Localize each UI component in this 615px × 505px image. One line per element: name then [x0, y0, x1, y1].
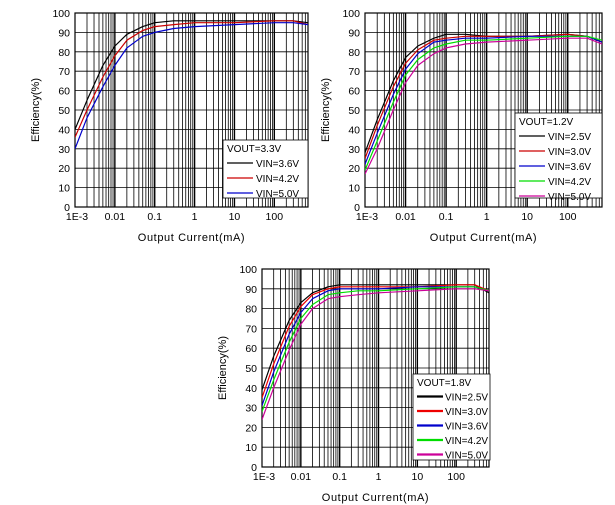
y-tick-label: 80 — [245, 304, 257, 316]
y-tick-label: 10 — [245, 442, 257, 454]
y-tick-label: 60 — [348, 86, 360, 98]
x-tick-label: 0.1 — [147, 211, 162, 223]
x-axis-title: Output Current(mA) — [430, 232, 537, 244]
plot-frame — [261, 268, 490, 468]
x-tick-label: 10 — [229, 211, 241, 223]
x-tick-label: 0.01 — [291, 471, 312, 483]
y-tick-label: 20 — [58, 163, 70, 175]
x-tick-label: 10 — [412, 471, 424, 483]
x-tick-label: 10 — [521, 211, 533, 223]
x-axis-title: Output Current(mA) — [322, 492, 429, 504]
legend-entry: VIN=5.0V — [548, 192, 591, 203]
legend-entry: VIN=3.6V — [548, 162, 591, 173]
legend-title: VOUT=1.2V — [519, 117, 574, 128]
series-line-4 — [365, 35, 602, 171]
legend-entry: VIN=2.5V — [548, 132, 591, 143]
y-tick-label: 20 — [245, 422, 257, 434]
legend-entry: VIN=3.6V — [256, 159, 299, 170]
y-tick-label: 20 — [348, 163, 360, 175]
y-axis-title: Efficiency(%) — [217, 336, 229, 400]
x-tick-label: 1E-3 — [356, 211, 378, 223]
y-axis-title: Efficiency(%) — [320, 78, 332, 142]
x-tick-label: 100 — [266, 211, 284, 223]
y-tick-label: 0 — [354, 202, 360, 214]
y-tick-label: 30 — [245, 403, 257, 415]
legend-entry: VIN=2.5V — [445, 393, 488, 404]
y-tick-label: 90 — [348, 27, 360, 39]
legend-box — [222, 139, 309, 199]
legend-title: VOUT=3.3V — [227, 144, 282, 155]
series-line-5 — [262, 288, 489, 420]
x-tick-label: 0.01 — [395, 211, 416, 223]
series-lines — [262, 284, 489, 420]
x-tick-label: 100 — [447, 471, 465, 483]
y-tick-label: 30 — [348, 144, 360, 156]
y-tick-label: 60 — [245, 343, 257, 355]
x-tick-label: 1 — [376, 471, 382, 483]
y-tick-label: 100 — [342, 8, 360, 20]
series-line-3 — [75, 22, 308, 150]
series-line-5 — [365, 37, 602, 175]
legend: VOUT=1.8V VIN=2.5V VIN=3.0V VIN=3.6V VIN=4.2… — [412, 373, 491, 462]
y-tick-label: 0 — [251, 462, 257, 474]
legend-entry: VIN=4.2V — [445, 436, 488, 447]
plot-frame — [364, 12, 603, 208]
y-tick-label: 100 — [52, 8, 70, 20]
y-tick-label: 70 — [245, 323, 257, 335]
legend-entry: VIN=5.0V — [256, 189, 299, 200]
y-tick-label: 60 — [58, 86, 70, 98]
legend: VOUT=1.2V VIN=2.5V VIN=3.0V VIN=3.6V VIN=4.2… — [514, 112, 603, 203]
legend-entry: VIN=5.0V — [445, 451, 488, 462]
x-tick-label: 0.1 — [439, 211, 454, 223]
x-tick-label: 1 — [192, 211, 198, 223]
x-tick-label: 1 — [484, 211, 490, 223]
legend: VOUT=3.3V VIN=3.6V VIN=4.2V VIN=5.0V — [222, 139, 309, 200]
plot-frame — [74, 12, 309, 208]
y-tick-label: 90 — [245, 284, 257, 296]
legend-entry: VIN=3.0V — [548, 147, 591, 158]
legend-entry: VIN=3.6V — [445, 422, 488, 433]
series-line-4 — [262, 286, 489, 412]
legend-entry: VIN=4.2V — [256, 174, 299, 185]
series-line-2 — [75, 20, 308, 138]
y-tick-label: 40 — [58, 124, 70, 136]
legend-entry: VIN=3.0V — [445, 407, 488, 418]
series-line-2 — [365, 33, 602, 159]
y-tick-label: 0 — [64, 202, 70, 214]
y-tick-label: 50 — [245, 363, 257, 375]
y-tick-label: 80 — [58, 47, 70, 59]
y-tick-label: 10 — [58, 183, 70, 195]
x-tick-label: 0.1 — [332, 471, 347, 483]
chart-panel-2: 0 10 20 30 40 50 60 70 80 90 100 1E-3 0.01 0.1 1 10 100 O… — [320, 8, 603, 244]
x-tick-label: 100 — [559, 211, 577, 223]
x-tick-label: 0.01 — [105, 211, 126, 223]
y-tick-label: 100 — [239, 264, 257, 276]
series-lines — [365, 33, 602, 175]
x-axis-title: Output Current(mA) — [138, 232, 245, 244]
legend-entry: VIN=4.2V — [548, 177, 591, 188]
legend-title: VOUT=1.8V — [417, 378, 472, 389]
y-tick-label: 70 — [348, 66, 360, 78]
y-tick-label: 80 — [348, 47, 360, 59]
legend-box — [514, 112, 603, 199]
x-tick-label: 1E-3 — [66, 211, 88, 223]
y-tick-label: 40 — [348, 124, 360, 136]
y-tick-label: 40 — [245, 383, 257, 395]
chart-panel-3: 0 10 20 30 40 50 60 70 80 90 100 1E-3 0.01 0.1 1 10 100 O… — [217, 264, 491, 504]
series-line-2 — [262, 284, 489, 398]
x-tick-label: 1E-3 — [253, 471, 275, 483]
y-tick-label: 30 — [58, 144, 70, 156]
y-tick-label: 50 — [58, 105, 70, 117]
legend-box — [412, 373, 491, 461]
y-tick-label: 90 — [58, 27, 70, 39]
y-axis-title: Efficiency(%) — [30, 78, 42, 142]
y-tick-label: 10 — [348, 183, 360, 195]
y-tick-label: 50 — [348, 105, 360, 117]
y-tick-label: 70 — [58, 66, 70, 78]
series-lines — [75, 20, 308, 150]
chart-panel-1: 0 10 20 30 40 50 60 70 80 90 100 1E-3 0.01 0.1 1 10 100 O… — [30, 8, 309, 244]
